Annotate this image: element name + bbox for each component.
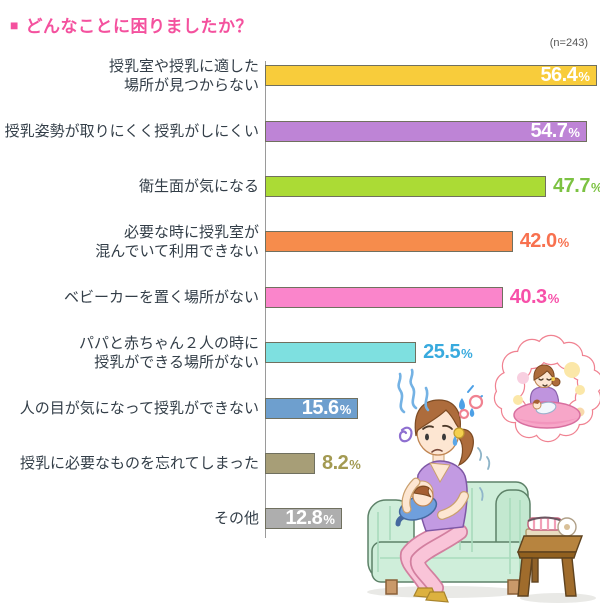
trembling-marks xyxy=(477,447,491,501)
category-label: 衛生面が気になる xyxy=(138,177,259,195)
bar-5 xyxy=(265,286,503,308)
bar-2: 54.7% xyxy=(265,119,587,142)
category-label: 授乳に必要なものを忘れてしまった xyxy=(20,454,259,472)
bar-track: 15.6% xyxy=(265,396,359,419)
dream-mother xyxy=(513,364,581,429)
floor-shadows xyxy=(367,586,596,603)
legs xyxy=(399,518,468,596)
category-label: パパと赤ちゃん２人の時に 授乳ができる場所がない xyxy=(78,334,259,371)
category-label: 授乳姿勢が取りにくく授乳がしにくい xyxy=(4,122,259,140)
illustration xyxy=(367,334,600,603)
thought-bubble xyxy=(458,334,600,443)
scrunchie xyxy=(453,427,465,439)
category-label: ベビーカーを置く場所がない xyxy=(63,288,259,306)
ponytail xyxy=(456,428,474,467)
bar-chart: 授乳室や授乳に適した 場所が見つからない 56.4% 授乳姿勢が取りにくく授乳がしにく… xyxy=(0,48,600,553)
value-label: 42.0% xyxy=(519,230,570,253)
value-label: 56.4% xyxy=(540,64,590,87)
bar-track: 40.3% xyxy=(265,286,559,309)
bar-4 xyxy=(265,231,513,253)
chart-row: 衛生面が気になる 47.7% xyxy=(0,159,600,214)
bar-track: 42.0% xyxy=(265,230,569,253)
striped-pouch xyxy=(527,516,563,531)
value-label: 15.6% xyxy=(301,396,352,419)
bar-7: 15.6% xyxy=(265,396,359,419)
bar-track: 25.5% xyxy=(265,341,473,364)
value-label: 40.3% xyxy=(509,285,560,308)
chart-header: ■ どんなことに困りましたか？ xyxy=(10,12,253,37)
value-label: 47.7% xyxy=(553,174,600,197)
title-bullet-icon: ■ xyxy=(10,16,19,33)
value-label: 25.5% xyxy=(423,341,473,364)
chart-row: 授乳姿勢が取りにくく授乳がしにくい 54.7% xyxy=(0,103,600,158)
chart-row: 授乳室や授乳に適した 場所が見つからない 56.4% xyxy=(0,48,600,103)
chart-row: ベビーカーを置く場所がない 40.3% xyxy=(0,270,600,325)
mother-figure xyxy=(395,399,474,603)
bar-track: 56.4% xyxy=(265,64,597,87)
bar-track: 47.7% xyxy=(265,175,600,198)
shoes xyxy=(413,587,449,603)
bar-rows: 授乳室や授乳に適した 場所が見つからない 56.4% 授乳姿勢が取りにくく授乳がしにく… xyxy=(0,48,600,547)
bar-1: 56.4% xyxy=(265,64,597,87)
bar-3 xyxy=(265,175,547,197)
chart-row: その他 12.8% xyxy=(0,491,600,546)
value-label: 12.8% xyxy=(285,507,335,530)
bar-6 xyxy=(265,342,417,364)
chart-row: 人の目が気になって授乳ができない 15.6% xyxy=(0,380,600,435)
face xyxy=(422,424,453,430)
bar-track: 8.2% xyxy=(265,452,361,475)
category-label: 必要な時に授乳室が 混んでいて利用できない xyxy=(95,223,259,260)
bar-track: 12.8% xyxy=(265,507,342,530)
value-label: 8.2% xyxy=(321,451,361,474)
chart-row: パパと赤ちゃん２人の時に 授乳ができる場所がない 25.5% xyxy=(0,325,600,380)
bar-track: 54.7% xyxy=(265,119,587,142)
category-label: 授乳室や授乳に適した 場所が見つからない xyxy=(108,57,259,94)
steam-marks xyxy=(397,368,430,414)
bar-8 xyxy=(265,452,315,474)
bar-9: 12.8% xyxy=(265,507,342,530)
chart-row: 授乳に必要なものを忘れてしまった 8.2% xyxy=(0,436,600,491)
chart-row: 必要な時に授乳室が 混んでいて利用できない 42.0% xyxy=(0,214,600,269)
value-label: 54.7% xyxy=(530,119,580,142)
cheek-sweat-drop xyxy=(452,436,458,446)
category-label: 人の目が気になって授乳ができない xyxy=(19,399,259,417)
annoyed-mark xyxy=(398,426,413,443)
category-label: その他 xyxy=(213,510,259,528)
side-table xyxy=(516,516,584,597)
sample-size-label: (n=243) xyxy=(549,37,588,49)
chart-title: どんなことに困りましたか？ xyxy=(25,17,253,36)
